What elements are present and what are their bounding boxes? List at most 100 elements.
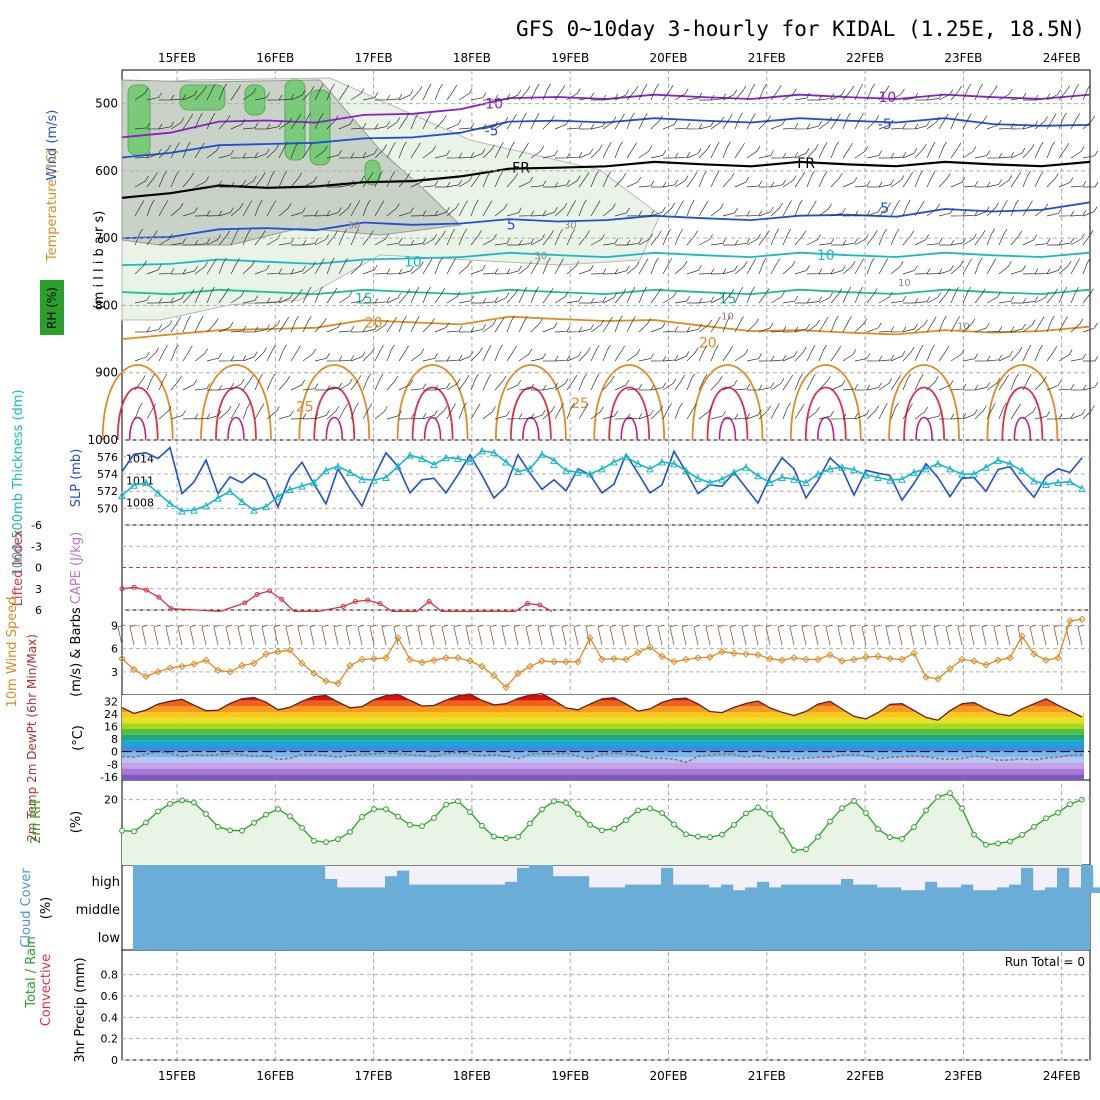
wind-barb [746,233,761,246]
thickness-point [838,463,846,471]
lifted-index-point [537,602,543,608]
rh-point [863,810,869,816]
cloud-high-bar [889,887,902,893]
wind-barb [422,145,437,159]
wind-barb [638,234,653,246]
wind-barb [206,258,217,275]
wind-barb [422,180,439,188]
wind-barb [698,406,712,420]
wind-speed-point [622,655,630,664]
cloud-high-bar [721,884,734,893]
wind-barb [1022,268,1039,275]
wind-barb [254,199,263,217]
wind-barb [1082,206,1098,217]
wind-barb [758,405,772,420]
wind-speed-point [802,655,810,664]
temp-units-label: (°C) [71,725,86,751]
wind-barb [386,410,402,420]
wind-barb [506,379,522,391]
wind-barb [518,238,535,246]
wind-barb [506,315,515,333]
wind-barb [237,624,245,646]
wind-barb [602,142,612,159]
cloud-level-label: low [98,931,121,946]
rh-point [1031,823,1037,830]
wind-barb [182,315,191,333]
wind-barb [1010,346,1023,362]
wind-barb [902,92,919,101]
wind-barb [878,403,888,420]
wind-barb [1022,143,1035,159]
wind-barb [146,199,155,217]
wind-barb [890,200,900,217]
wind-barb [1022,319,1036,333]
wind-barb [734,176,750,188]
wind-barb [662,326,679,333]
wind-barb [542,115,555,130]
temperature-contour-30 [313,386,356,441]
wind-barb [986,119,1002,130]
temperature-contour-35 [227,416,245,441]
wind-barb [974,322,990,333]
wind-barb [590,144,603,159]
thickness-point [154,488,162,497]
rh-point [575,811,581,817]
wind-barb [194,316,204,333]
thickness-point [634,459,642,468]
thickness-point [310,478,318,487]
rh-contour-label: 30 [534,251,547,262]
wind-barb [338,202,352,217]
wind-barb [854,180,871,188]
thickness-point [550,456,558,464]
cloud-high-bar [577,876,590,893]
temp-color-band [122,706,1084,712]
wind-barb [201,624,209,646]
date-label-bottom: 17FEB [355,1069,393,1083]
date-label-bottom: 23FEB [944,1069,982,1083]
wind-barb [1034,171,1044,188]
wind-barb [986,326,1003,333]
cloud-high-bar [985,890,998,893]
temperature-contour-30 [215,386,257,441]
temp-color-band [122,746,1084,752]
wind-barb [1058,383,1075,391]
wind-speed-point [310,669,318,678]
cloud-high-bar [649,884,662,893]
lifted-index-tick: -6 [31,519,42,532]
thickness-point [286,485,294,494]
cloud-high-bar [793,884,806,893]
wind-speed-point [298,659,306,668]
thickness-point [886,475,894,484]
wind-barb [650,83,659,101]
wind-barb [674,88,689,101]
wind-barb [698,268,715,275]
date-label-top: 23FEB [944,51,982,65]
wind-barb [338,403,349,420]
cloud-high-bar [637,884,650,893]
wind-barb [362,347,375,362]
rh-shading [121,77,661,321]
rh-point [275,806,281,812]
wind-speed-point [874,652,882,661]
wind-barb [1010,199,1019,217]
wind-barb [477,624,485,646]
wind-barb [170,410,186,420]
wind-barb [854,318,868,333]
wind-barb [890,88,905,101]
wind-barb [602,238,619,246]
temperature-contour-20 [121,315,1091,340]
series-lifted-index [121,586,553,613]
wind-barb [530,353,547,362]
wind-barb [266,345,276,362]
wind-barb [465,624,473,646]
wind-barb [470,403,481,420]
wind-speed-point [718,648,726,656]
wind-barb [470,264,486,275]
wind-barb [1034,268,1051,275]
thickness-point [166,499,174,507]
wind-barb [782,88,797,101]
wind-speed-point [514,669,522,678]
date-label-bottom: 18FEB [453,1069,491,1083]
temperature-contours [121,93,1091,340]
wind-barb [717,624,725,646]
